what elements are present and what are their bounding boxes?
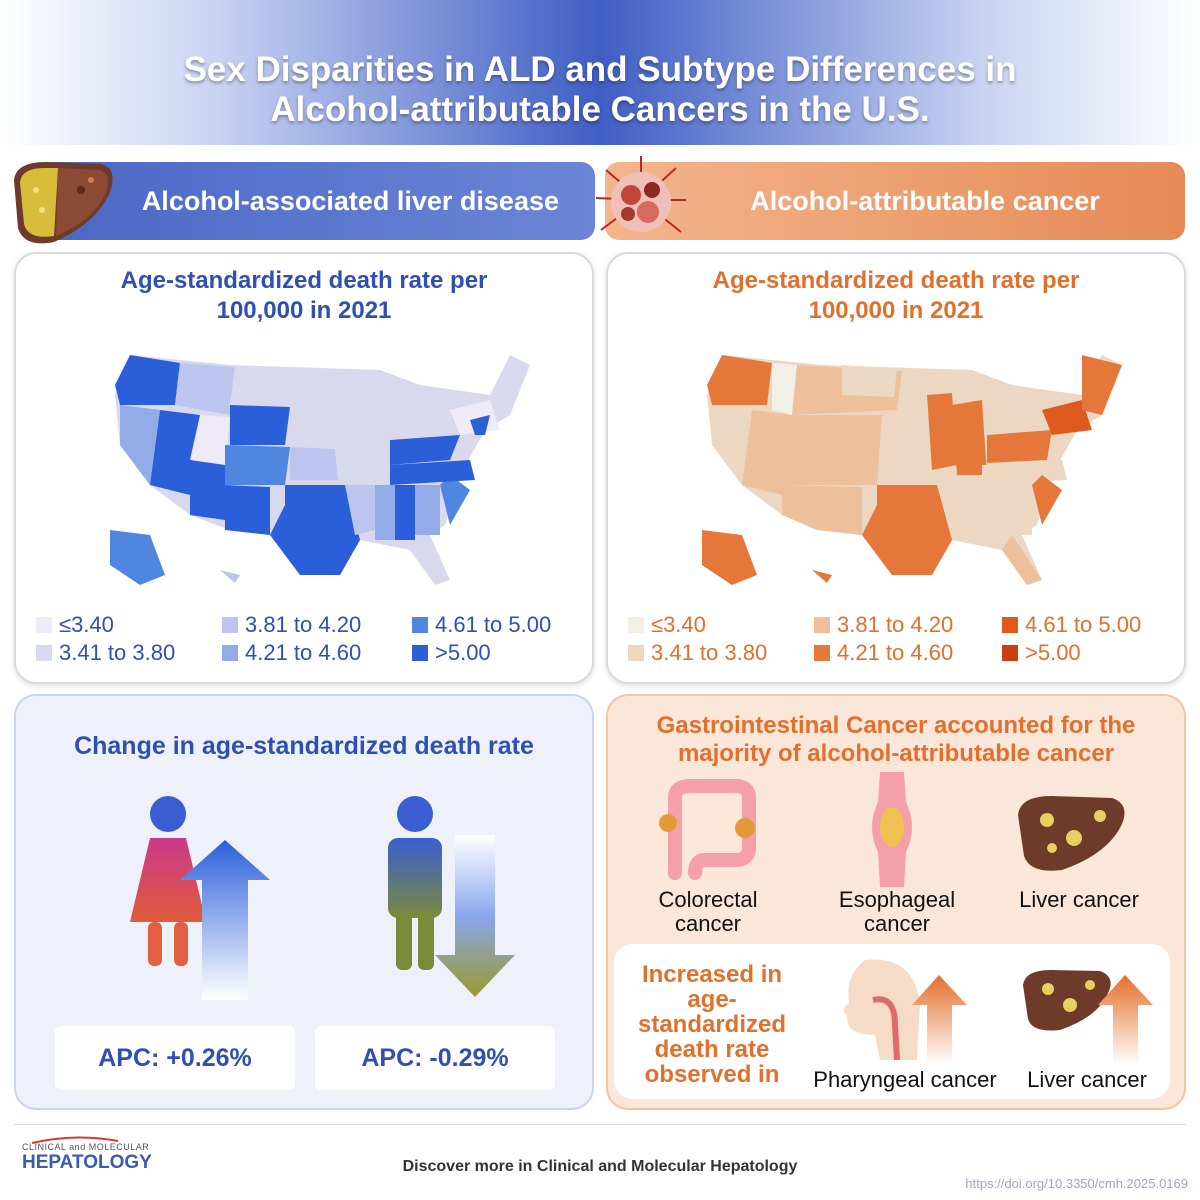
female-figure-icon <box>130 796 206 966</box>
logo-subtitle: CLINICAL and MOLECULAR <box>22 1142 150 1152</box>
cancer-map-title-line2: 100,000 in 2021 <box>808 297 984 324</box>
organ-label-liver: Liver cancer <box>1004 888 1154 912</box>
organ-label-colorectal: Colorectal cancer <box>638 888 778 936</box>
ald-legend-item: ≤3.40 <box>36 612 114 638</box>
ald-map-title: Age-standardized death rate per 100,000 … <box>14 266 594 326</box>
cancer-banner: Alcohol-attributable cancer <box>605 162 1185 240</box>
pharynx-head-icon <box>843 959 920 1061</box>
legend-swatch <box>36 617 52 633</box>
ald-legend-item: 4.61 to 5.00 <box>412 612 551 638</box>
legend-label: 4.61 to 5.00 <box>435 612 552 637</box>
legend-label: >5.00 <box>435 640 491 665</box>
increase-line: death rate <box>654 1036 770 1063</box>
title-line-2: Alcohol-attributable Cancers in the U.S. <box>270 90 930 129</box>
legend-label: 3.81 to 4.20 <box>837 612 954 637</box>
legend-label: 4.21 to 4.60 <box>245 640 362 665</box>
liver-icon <box>14 162 113 244</box>
legend-swatch <box>1002 645 1018 661</box>
legend-label: 3.41 to 3.80 <box>59 640 176 665</box>
gi-title-line1: Gastrointestinal Cancer accounted for th… <box>656 712 1136 739</box>
legend-label: ≤3.40 <box>59 612 114 637</box>
legend-label: 4.21 to 4.60 <box>837 640 954 665</box>
cancer-us-map <box>702 355 1122 585</box>
organ-label-line: Colorectal <box>658 887 758 912</box>
cancer-legend-item: >5.00 <box>1002 640 1081 666</box>
title-line-1: Sex Disparities in ALD and Subtype Diffe… <box>183 50 1017 89</box>
organ-label-line: Liver cancer <box>1019 887 1139 912</box>
cancer-legend-item: 3.41 to 3.80 <box>628 640 767 666</box>
organ-label-line: Esophageal <box>838 887 956 912</box>
tumor-cell-icon <box>595 156 686 233</box>
legend-label: 3.41 to 3.80 <box>651 640 768 665</box>
legend-label: ≤3.40 <box>651 612 706 637</box>
ald-legend-item: 3.41 to 3.80 <box>36 640 175 666</box>
up-arrow-icon <box>180 840 270 1000</box>
footer-text: Discover more in Clinical and Molecular … <box>402 1158 798 1175</box>
esophagus-icon <box>872 772 912 887</box>
legend-label: 3.81 to 4.20 <box>245 612 362 637</box>
ald-map-title-line1: Age-standardized death rate per <box>120 267 488 294</box>
legend-swatch <box>222 617 238 633</box>
change-title: Change in age-standardized death rate <box>74 732 534 760</box>
female-apc-box: APC: +0.26% <box>55 1026 295 1090</box>
legend-swatch <box>814 617 830 633</box>
cancer-map-title: Age-standardized death rate per 100,000 … <box>606 266 1186 326</box>
gi-title-line2: majority of alcohol-attributable cancer <box>677 740 1115 767</box>
male-figure-icon <box>388 796 442 970</box>
cancer-map-title-line1: Age-standardized death rate per <box>712 267 1080 294</box>
ald-legend-item: 3.81 to 4.20 <box>222 612 361 638</box>
cancer-legend-item: ≤3.40 <box>628 612 706 638</box>
ald-map-panel <box>14 252 594 684</box>
cancer-banner-label: Alcohol-attributable cancer <box>750 185 1100 216</box>
liver-up-arrow-icon <box>1098 975 1153 1065</box>
organ-label-line: cancer <box>863 911 931 936</box>
legend-swatch <box>1002 617 1018 633</box>
cancer-legend-item: 4.61 to 5.00 <box>1002 612 1141 638</box>
legend-label: >5.00 <box>1025 640 1081 665</box>
increase-line: Increased in <box>641 961 783 988</box>
cancer-legend-item: 3.81 to 4.20 <box>814 612 953 638</box>
cancer-legend-item: 4.21 to 4.60 <box>814 640 953 666</box>
colon-icon <box>659 779 756 880</box>
legend-swatch <box>628 645 644 661</box>
pharyngeal-label: Pharyngeal cancer <box>813 1067 997 1092</box>
liver-increase-icon <box>1023 970 1111 1031</box>
organ-label-esophageal: Esophageal cancer <box>822 888 972 936</box>
ald-banner-label: Alcohol-associated liver disease <box>141 185 559 216</box>
logo-swoosh-icon <box>31 1136 119 1144</box>
liver-increase-label: Liver cancer <box>1027 1067 1147 1092</box>
female-apc-value: APC: +0.26% <box>98 1043 252 1072</box>
ald-legend-item: >5.00 <box>412 640 491 666</box>
ald-us-map <box>110 355 530 585</box>
header-banner <box>0 0 1200 145</box>
pharyngeal-up-arrow-icon <box>912 975 967 1065</box>
organ-label-line: cancer <box>674 911 742 936</box>
gi-title: Gastrointestinal Cancer accounted for th… <box>606 712 1186 768</box>
footer-divider <box>14 1124 1186 1125</box>
male-apc-value: APC: -0.29% <box>361 1043 509 1072</box>
legend-swatch <box>36 645 52 661</box>
legend-swatch <box>222 645 238 661</box>
ald-legend-item: 4.21 to 4.60 <box>222 640 361 666</box>
increase-line: observed in <box>644 1061 780 1088</box>
legend-label: 4.61 to 5.00 <box>1025 612 1142 637</box>
doi-link[interactable]: https://doi.org/10.3350/cmh.2025.0169 <box>965 1176 1188 1191</box>
page-title: Sex Disparities in ALD and Subtype Diffe… <box>0 50 1200 130</box>
liver-cancer-icon <box>1018 796 1125 871</box>
down-arrow-icon <box>435 835 515 997</box>
legend-swatch <box>628 617 644 633</box>
male-apc-box: APC: -0.29% <box>315 1026 555 1090</box>
increase-text: Increased in age- standardized death rat… <box>622 962 802 1087</box>
legend-swatch <box>412 645 428 661</box>
ald-map-title-line2: 100,000 in 2021 <box>216 297 392 324</box>
legend-swatch <box>412 617 428 633</box>
journal-logo: HEPATOLOGY <box>22 1152 152 1173</box>
ald-banner: Alcohol-associated liver disease <box>40 162 595 240</box>
increase-line: age- <box>687 986 737 1013</box>
legend-swatch <box>814 645 830 661</box>
increase-line: standardized <box>637 1011 787 1038</box>
